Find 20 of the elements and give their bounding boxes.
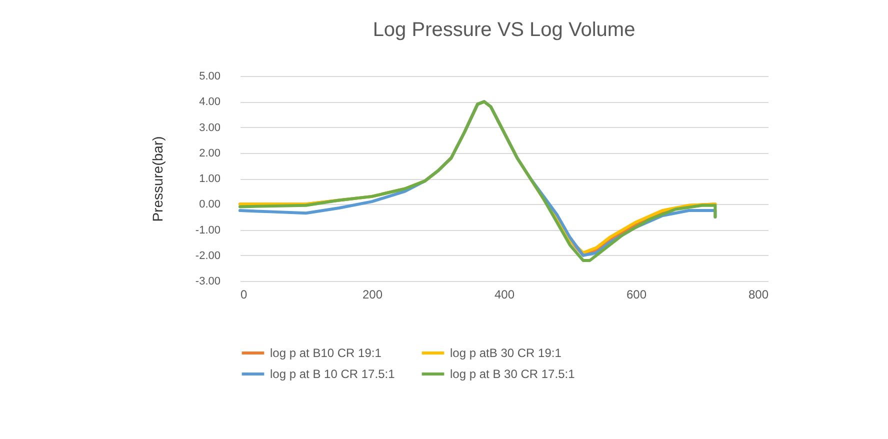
legend-label: log p at B10 CR 19:1 — [270, 346, 382, 360]
y-tick-label: 0.00 — [199, 198, 220, 211]
x-tick-label: 800 — [748, 288, 769, 302]
y-tick-label: -1.00 — [195, 224, 220, 236]
y-tick-label: 5.00 — [199, 70, 220, 82]
y-tick-label: 1.00 — [199, 173, 220, 185]
x-tick-label: 400 — [494, 288, 515, 302]
y-axis-title: Pressure(bar) — [149, 136, 166, 222]
chart-title: Log Pressure VS Log Volume — [372, 19, 636, 41]
y-tick-label: 4.00 — [199, 96, 220, 108]
y-tick-label: -2.00 — [195, 250, 220, 262]
y-tick-label: 3.00 — [199, 122, 220, 134]
x-tick-label: 200 — [362, 288, 383, 302]
x-tick-label: 0 — [240, 288, 248, 302]
legend-label: log p at B 30 CR 17.5:1 — [450, 367, 576, 381]
x-tick-label: 600 — [626, 288, 647, 302]
legend-label: log p at B 10 CR 17.5:1 — [270, 367, 396, 381]
legend-label: log p atB 30 CR 19:1 — [450, 346, 562, 360]
y-tick-label: -3.00 — [195, 276, 220, 288]
y-tick-label: 2.00 — [199, 147, 220, 160]
